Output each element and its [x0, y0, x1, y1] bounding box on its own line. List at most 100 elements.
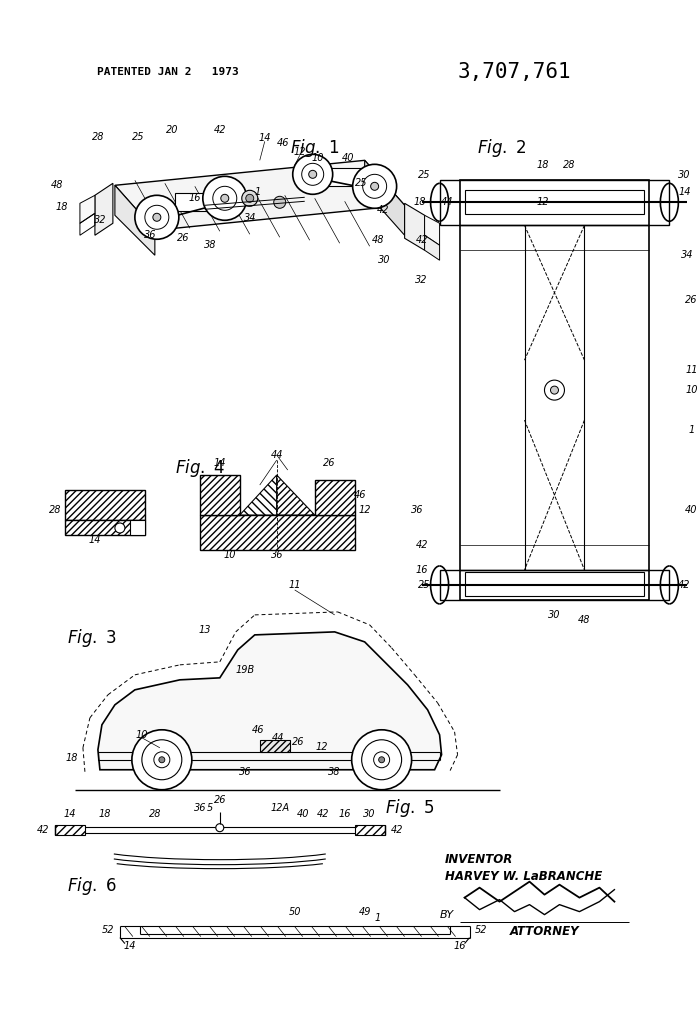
- Circle shape: [154, 752, 170, 768]
- Text: 26: 26: [323, 458, 336, 468]
- Bar: [440, 570, 669, 600]
- Text: 42: 42: [390, 824, 403, 835]
- Text: 12: 12: [316, 741, 328, 752]
- Text: 10: 10: [224, 550, 236, 560]
- Polygon shape: [98, 632, 442, 770]
- Circle shape: [352, 730, 412, 790]
- Text: 40: 40: [685, 505, 697, 515]
- Circle shape: [242, 190, 258, 206]
- Circle shape: [135, 196, 179, 240]
- Text: 25: 25: [418, 170, 431, 180]
- Text: 46: 46: [252, 725, 264, 735]
- Text: 30: 30: [363, 809, 376, 819]
- Text: ATTORNEY: ATTORNEY: [510, 925, 579, 938]
- Text: 52: 52: [102, 925, 114, 935]
- Text: 14: 14: [678, 187, 691, 198]
- Text: 16: 16: [453, 941, 466, 950]
- Polygon shape: [175, 194, 210, 211]
- Text: 10: 10: [685, 385, 697, 395]
- Text: 14: 14: [63, 809, 76, 819]
- Text: 42: 42: [415, 236, 428, 246]
- Bar: [465, 190, 645, 214]
- Text: 14: 14: [123, 941, 136, 950]
- Bar: [465, 572, 645, 596]
- Text: 12: 12: [536, 198, 549, 207]
- Text: 12: 12: [293, 147, 306, 158]
- Text: 42: 42: [415, 540, 428, 550]
- Text: 28: 28: [148, 809, 161, 819]
- Text: 1: 1: [688, 425, 694, 435]
- Text: 5: 5: [207, 803, 213, 813]
- Text: 19B: 19B: [235, 665, 254, 675]
- Text: 26: 26: [213, 795, 226, 805]
- Circle shape: [159, 757, 165, 763]
- Text: 50: 50: [289, 906, 301, 916]
- Polygon shape: [200, 475, 240, 515]
- Text: 10: 10: [136, 730, 148, 739]
- Polygon shape: [65, 520, 145, 535]
- Text: HARVEY W. LaBRANCHE: HARVEY W. LaBRANCHE: [445, 870, 602, 883]
- Text: 26: 26: [176, 233, 189, 244]
- Text: 42: 42: [213, 125, 226, 135]
- Bar: [459, 180, 650, 600]
- Circle shape: [371, 182, 378, 190]
- Text: 20: 20: [166, 125, 178, 135]
- Polygon shape: [115, 161, 405, 230]
- Text: 18: 18: [536, 161, 549, 170]
- Text: $\mathit{Fig.\ 4}$: $\mathit{Fig.\ 4}$: [175, 457, 225, 479]
- Bar: [440, 180, 669, 225]
- Polygon shape: [424, 215, 440, 246]
- Text: $\mathit{Fig.\ 1}$: $\mathit{Fig.\ 1}$: [290, 137, 339, 160]
- Text: $\mathit{Fig.\ 6}$: $\mathit{Fig.\ 6}$: [67, 874, 117, 897]
- Text: 18: 18: [413, 198, 426, 207]
- Text: 48: 48: [579, 614, 590, 625]
- Text: 32: 32: [93, 215, 106, 225]
- Circle shape: [309, 170, 316, 178]
- Text: 46: 46: [277, 138, 289, 148]
- Polygon shape: [277, 475, 315, 515]
- Text: 40: 40: [296, 809, 309, 819]
- Circle shape: [378, 757, 385, 763]
- Text: 36: 36: [144, 230, 156, 241]
- Text: 3,707,761: 3,707,761: [457, 62, 572, 82]
- Polygon shape: [130, 520, 145, 535]
- Text: 46: 46: [353, 490, 366, 500]
- Text: 52: 52: [475, 925, 488, 935]
- Text: 38: 38: [328, 767, 341, 777]
- Text: 30: 30: [678, 170, 691, 180]
- Text: 11: 11: [289, 580, 301, 590]
- Text: 42: 42: [316, 809, 329, 819]
- Polygon shape: [115, 185, 155, 255]
- Text: 44: 44: [441, 198, 454, 207]
- Text: 28: 28: [49, 505, 61, 515]
- Circle shape: [374, 752, 390, 768]
- Polygon shape: [365, 161, 405, 236]
- Polygon shape: [424, 236, 440, 260]
- Text: 48: 48: [372, 236, 384, 246]
- Text: 16: 16: [339, 809, 351, 819]
- Text: 12: 12: [358, 505, 371, 515]
- Text: 1: 1: [374, 912, 381, 923]
- Text: $\mathit{Fig.\ 5}$: $\mathit{Fig.\ 5}$: [385, 797, 434, 819]
- Text: $\mathit{Fig.\ 3}$: $\mathit{Fig.\ 3}$: [67, 627, 117, 649]
- Polygon shape: [95, 183, 113, 236]
- Text: 49: 49: [358, 906, 371, 916]
- Text: 42: 42: [678, 580, 691, 590]
- Text: 16: 16: [189, 194, 201, 204]
- Text: 30: 30: [549, 610, 560, 620]
- Text: 44: 44: [272, 733, 284, 742]
- Text: 14: 14: [259, 133, 271, 143]
- Polygon shape: [260, 739, 290, 752]
- Text: 30: 30: [378, 255, 391, 265]
- Text: 36: 36: [238, 767, 251, 777]
- Text: 10: 10: [312, 154, 324, 164]
- Circle shape: [153, 213, 161, 221]
- Polygon shape: [327, 168, 362, 186]
- Polygon shape: [315, 480, 355, 515]
- Text: 18: 18: [56, 203, 68, 212]
- Circle shape: [216, 823, 224, 831]
- Circle shape: [132, 730, 192, 790]
- Text: 34: 34: [243, 213, 256, 223]
- Text: INVENTOR: INVENTOR: [445, 853, 513, 866]
- Polygon shape: [55, 824, 85, 835]
